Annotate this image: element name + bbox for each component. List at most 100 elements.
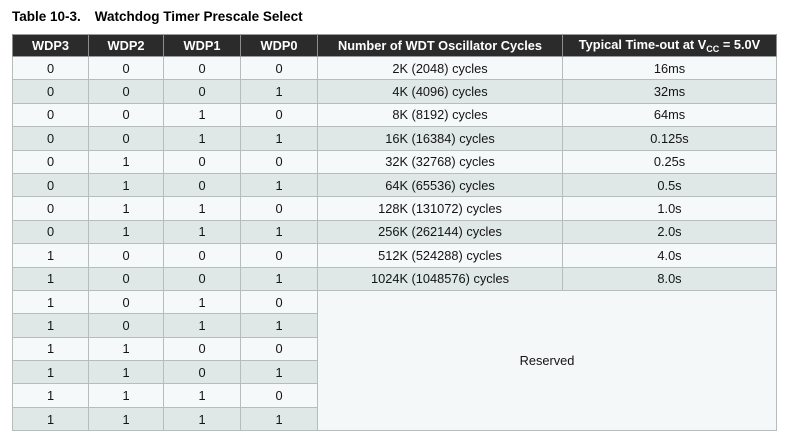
bit-cell: 1	[240, 79, 318, 104]
bit-cell: 1	[88, 149, 164, 174]
bit-cell: 0	[12, 102, 89, 128]
cycles-cell: 1024K (1048576) cycles	[317, 266, 563, 291]
col-header-wdp2: WDP2	[88, 34, 164, 57]
bit-cell: 1	[163, 289, 241, 315]
bit-cell: 1	[12, 336, 89, 362]
bit-cell: 1	[12, 406, 89, 432]
bit-cell: 1	[163, 313, 241, 338]
timeout-cell: 16ms	[562, 55, 777, 81]
bit-cell: 0	[163, 360, 241, 385]
bit-cell: 1	[240, 406, 318, 432]
bit-cell: 1	[240, 313, 318, 338]
bit-cell: 0	[240, 336, 318, 362]
bit-cell: 1	[88, 360, 164, 385]
bit-cell: 0	[12, 126, 89, 151]
bit-cell: 1	[240, 126, 318, 151]
cycles-cell: 256K (262144) cycles	[317, 219, 563, 245]
cycles-cell: 512K (524288) cycles	[317, 243, 563, 268]
bit-cell: 1	[88, 196, 164, 221]
bit-cell: 0	[88, 313, 164, 338]
header-row: WDP3 WDP2 WDP1 WDP0 Number of WDT Oscill…	[12, 34, 777, 57]
bit-cell: 1	[88, 406, 164, 432]
bit-cell: 0	[163, 149, 241, 174]
table-row: 0 0 0 0 2K (2048) cycles 16ms	[12, 55, 777, 81]
bit-cell: 0	[240, 243, 318, 268]
timeout-cell: 64ms	[562, 102, 777, 128]
bit-cell: 0	[240, 149, 318, 174]
bit-cell: 0	[12, 219, 89, 245]
timeout-cell: 8.0s	[562, 266, 777, 291]
bit-cell: 0	[88, 79, 164, 104]
bit-cell: 0	[88, 266, 164, 291]
bit-cell: 0	[240, 196, 318, 221]
bit-cell: 1	[12, 313, 89, 338]
bit-cell: 1	[163, 219, 241, 245]
bit-cell: 1	[12, 360, 89, 385]
table-row: 0 1 1 1 256K (262144) cycles 2.0s	[12, 219, 777, 245]
bit-cell: 0	[163, 79, 241, 104]
cycles-cell: 2K (2048) cycles	[317, 55, 563, 81]
col-header-wdp3: WDP3	[12, 34, 89, 57]
bit-cell: 0	[163, 266, 241, 291]
table-header: WDP3 WDP2 WDP1 WDP0 Number of WDT Oscill…	[12, 34, 777, 57]
bit-cell: 1	[240, 266, 318, 291]
timeout-cell: 1.0s	[562, 196, 777, 221]
timeout-cell: 2.0s	[562, 219, 777, 245]
bit-cell: 1	[240, 172, 318, 198]
table-number: Table 10-3.	[12, 9, 81, 24]
table-row: 0 0 1 1 16K (16384) cycles 0.125s	[12, 126, 777, 151]
col-header-timeout: Typical Time-out at VCC = 5.0V	[562, 34, 777, 57]
cycles-cell: 128K (131072) cycles	[317, 196, 563, 221]
bit-cell: 0	[163, 243, 241, 268]
bit-cell: 0	[240, 55, 318, 81]
watchdog-prescale-table: WDP3 WDP2 WDP1 WDP0 Number of WDT Oscill…	[12, 34, 777, 432]
bit-cell: 1	[88, 172, 164, 198]
bit-cell: 0	[88, 126, 164, 151]
table-row: 0 0 1 0 8K (8192) cycles 64ms	[12, 102, 777, 128]
bit-cell: 0	[240, 383, 318, 408]
bit-cell: 0	[12, 149, 89, 174]
bit-cell: 0	[88, 289, 164, 315]
cycles-cell: 32K (32768) cycles	[317, 149, 563, 174]
bit-cell: 0	[88, 243, 164, 268]
timeout-header-post: = 5.0V	[722, 37, 761, 52]
bit-cell: 1	[12, 266, 89, 291]
table-caption: Watchdog Timer Prescale Select	[94, 9, 303, 24]
table-row: 1 0 0 0 512K (524288) cycles 4.0s	[12, 243, 777, 268]
timeout-cell: 0.5s	[562, 172, 777, 198]
bit-cell: 1	[12, 243, 89, 268]
bit-cell: 0	[240, 102, 318, 128]
col-header-wdp1: WDP1	[163, 34, 241, 57]
table-row: 0 1 0 1 64K (65536) cycles 0.5s	[12, 172, 777, 198]
bit-cell: 1	[88, 383, 164, 408]
bit-cell: 1	[163, 126, 241, 151]
table-row: 1 0 0 1 1024K (1048576) cycles 8.0s	[12, 266, 777, 291]
timeout-cell: 4.0s	[562, 243, 777, 268]
bit-cell: 1	[12, 383, 89, 408]
bit-cell: 1	[163, 102, 241, 128]
timeout-cell: 32ms	[562, 79, 777, 104]
cycles-cell: 16K (16384) cycles	[317, 126, 563, 151]
table-row: 1 0 1 0 Reserved	[12, 289, 777, 432]
table-row: 0 0 0 1 4K (4096) cycles 32ms	[12, 79, 777, 104]
bit-cell: 0	[12, 55, 89, 81]
timeout-cell: 0.25s	[562, 149, 777, 174]
bit-cell: 0	[163, 336, 241, 362]
page: Table 10-3. Watchdog Timer Prescale Selec…	[12, 9, 777, 432]
table-row: 0 1 1 0 128K (131072) cycles 1.0s	[12, 196, 777, 221]
bit-cell: 1	[240, 360, 318, 385]
timeout-header-pre: Typical Time-out at V	[578, 37, 707, 52]
bit-cell: 0	[12, 172, 89, 198]
bit-cell: 1	[12, 289, 89, 315]
bit-cell: 1	[163, 406, 241, 432]
timeout-cell: 0.125s	[562, 126, 777, 151]
bit-cell: 1	[88, 336, 164, 362]
vcc-subscript: CC	[706, 44, 720, 54]
cycles-cell: 8K (8192) cycles	[317, 102, 563, 128]
bit-cell: 0	[88, 55, 164, 81]
cycles-cell: 64K (65536) cycles	[317, 172, 563, 198]
